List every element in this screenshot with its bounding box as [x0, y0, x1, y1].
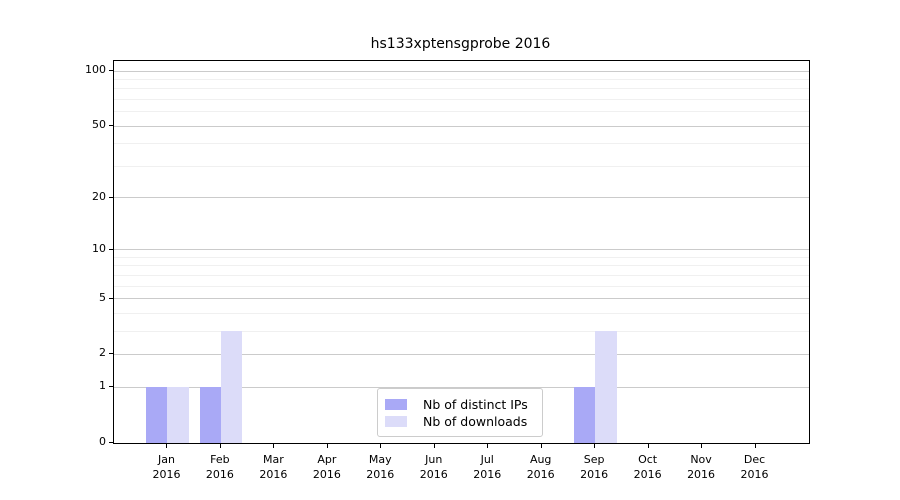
- bar-downloads: [595, 331, 617, 443]
- x-tick: [540, 444, 542, 448]
- x-tick-label: Jan 2016: [134, 452, 198, 482]
- x-tick-year: 2016: [152, 468, 181, 481]
- y-tick-label: 100: [85, 63, 106, 77]
- y-tick: [109, 297, 113, 299]
- x-tick-label: May 2016: [348, 452, 412, 482]
- x-tick-year: 2016: [740, 468, 769, 481]
- bar-downloads: [167, 387, 189, 443]
- bar-downloads: [220, 331, 243, 443]
- x-tick-year: 2016: [419, 468, 448, 481]
- gridline-minor: [114, 285, 809, 287]
- y-tick-label: 10: [92, 241, 106, 255]
- bar-distinct-ips: [199, 387, 221, 443]
- x-tick-label: Aug 2016: [509, 452, 573, 482]
- legend-item: Nb of downloads: [385, 413, 534, 429]
- plot-area: [113, 60, 810, 444]
- x-tick: [433, 444, 435, 448]
- x-tick-month: Dec: [743, 453, 766, 466]
- x-tick-year: 2016: [205, 468, 234, 481]
- gridline-minor: [114, 330, 809, 332]
- x-tick-year: 2016: [312, 468, 341, 481]
- x-tick-label: Apr 2016: [295, 452, 359, 482]
- gridline-minor: [114, 143, 809, 145]
- x-tick: [273, 444, 275, 448]
- x-tick-month: Mar: [262, 453, 284, 466]
- y-tick: [109, 125, 113, 127]
- x-tick: [380, 444, 382, 448]
- x-tick-year: 2016: [687, 468, 716, 481]
- x-tick-year: 2016: [526, 468, 555, 481]
- y-tick: [109, 353, 113, 355]
- y-tick: [109, 248, 113, 250]
- x-tick-label: Nov 2016: [669, 452, 733, 482]
- gridline-minor: [114, 165, 809, 167]
- x-tick-label: Mar 2016: [241, 452, 305, 482]
- bar-distinct-ips: [146, 387, 168, 443]
- y-tick-label: 0: [99, 435, 106, 448]
- legend: Nb of distinct IPs Nb of downloads: [377, 388, 543, 437]
- legend-label: Nb of downloads: [423, 413, 528, 429]
- gridline-major: [114, 353, 809, 355]
- x-tick-year: 2016: [580, 468, 609, 481]
- x-tick: [487, 444, 489, 448]
- x-tick: [594, 444, 596, 448]
- y-tick: [109, 442, 113, 443]
- gridline-minor: [114, 274, 809, 276]
- x-tick: [754, 444, 756, 448]
- gridline-major: [114, 125, 809, 127]
- x-tick: [326, 444, 328, 448]
- legend-swatch-distinct-ips: [385, 398, 407, 410]
- y-tick-label: 1: [99, 379, 106, 393]
- y-tick: [109, 386, 113, 388]
- x-tick-month: Jan: [157, 453, 175, 466]
- gridline-minor: [114, 312, 809, 314]
- x-tick-month: Jun: [425, 453, 443, 466]
- legend-label: Nb of distinct IPs: [423, 396, 528, 412]
- x-tick-month: Nov: [690, 453, 712, 466]
- x-tick-label: Dec 2016: [723, 452, 787, 482]
- x-tick: [219, 444, 221, 448]
- x-tick-month: Sep: [583, 453, 605, 466]
- y-tick-label: 20: [92, 189, 106, 203]
- gridline-minor: [114, 79, 809, 80]
- gridline-minor: [114, 256, 809, 258]
- x-tick-year: 2016: [259, 468, 288, 481]
- gridline-major: [114, 249, 809, 251]
- gridline-minor: [114, 99, 809, 100]
- chart-title: hs133xptensgprobe 2016: [370, 36, 551, 52]
- gridline-major: [114, 70, 809, 72]
- legend-item: Nb of distinct IPs: [385, 396, 534, 412]
- y-tick-label: 2: [99, 346, 106, 360]
- y-tick: [109, 196, 113, 198]
- gridline-major: [114, 298, 809, 300]
- x-tick: [166, 444, 168, 448]
- bar-distinct-ips: [573, 387, 596, 443]
- x-tick-month: May: [368, 453, 392, 466]
- gridline-minor: [114, 88, 809, 90]
- x-tick-year: 2016: [366, 468, 395, 481]
- y-tick: [109, 70, 113, 72]
- y-tick-label: 5: [99, 290, 106, 304]
- x-tick-label: Feb 2016: [188, 452, 252, 482]
- x-tick-month: Aug: [529, 453, 552, 466]
- x-tick-month: Oct: [638, 453, 658, 466]
- x-tick-year: 2016: [473, 468, 502, 481]
- x-tick-year: 2016: [633, 468, 662, 481]
- x-tick-label: Jul 2016: [455, 452, 519, 482]
- gridline-major: [114, 386, 809, 388]
- gridline-minor: [114, 265, 809, 267]
- x-tick-label: Oct 2016: [616, 452, 680, 482]
- x-tick-label: Jun 2016: [402, 452, 466, 482]
- y-tick-label: 50: [92, 118, 106, 132]
- gridline-minor: [114, 111, 809, 113]
- x-tick-month: Apr: [317, 453, 337, 466]
- legend-swatch-downloads: [385, 415, 407, 427]
- x-tick: [701, 444, 703, 448]
- x-tick-month: Feb: [210, 453, 230, 466]
- x-tick: [647, 444, 649, 448]
- x-tick-label: Sep 2016: [562, 452, 626, 482]
- x-tick-month: Jul: [480, 453, 494, 466]
- gridline-major: [114, 197, 809, 199]
